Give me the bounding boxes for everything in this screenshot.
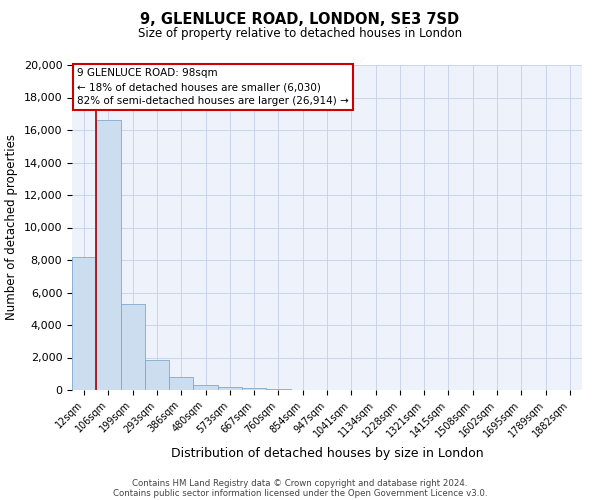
- Bar: [169, 377, 193, 390]
- Text: Contains HM Land Registry data © Crown copyright and database right 2024.: Contains HM Land Registry data © Crown c…: [132, 478, 468, 488]
- Bar: [242, 388, 266, 390]
- Text: Contains public sector information licensed under the Open Government Licence v3: Contains public sector information licen…: [113, 488, 487, 498]
- Text: Size of property relative to detached houses in London: Size of property relative to detached ho…: [138, 28, 462, 40]
- Bar: [218, 387, 242, 390]
- Bar: [193, 386, 218, 390]
- Bar: [121, 304, 145, 390]
- Bar: [72, 257, 96, 390]
- X-axis label: Distribution of detached houses by size in London: Distribution of detached houses by size …: [170, 448, 484, 460]
- Bar: [96, 120, 121, 390]
- Text: 9 GLENLUCE ROAD: 98sqm
← 18% of detached houses are smaller (6,030)
82% of semi-: 9 GLENLUCE ROAD: 98sqm ← 18% of detached…: [77, 68, 349, 106]
- Bar: [145, 360, 169, 390]
- Y-axis label: Number of detached properties: Number of detached properties: [5, 134, 18, 320]
- Bar: [266, 388, 290, 390]
- Text: 9, GLENLUCE ROAD, LONDON, SE3 7SD: 9, GLENLUCE ROAD, LONDON, SE3 7SD: [140, 12, 460, 28]
